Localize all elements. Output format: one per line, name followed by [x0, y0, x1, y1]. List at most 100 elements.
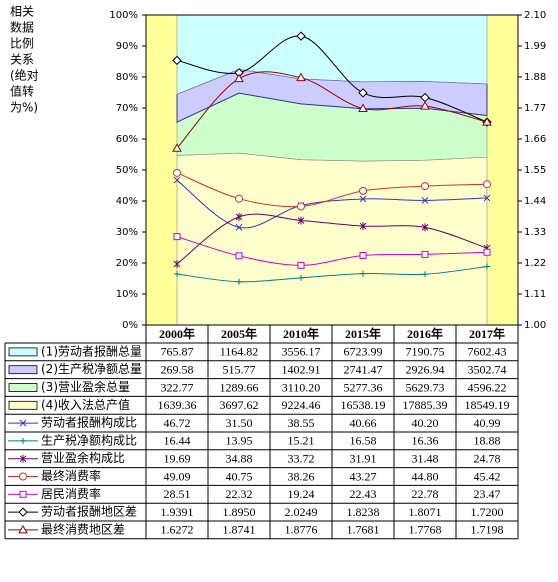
- table-value: 1.9391: [161, 505, 194, 519]
- marker: [421, 223, 429, 232]
- marker: [482, 117, 492, 126]
- series: [173, 212, 491, 268]
- table-value: 16538.19: [341, 398, 386, 412]
- y-tick-label: 40%: [116, 196, 138, 207]
- line: [176, 265, 488, 283]
- table-value: 23.47: [474, 487, 501, 501]
- marker: [298, 274, 304, 281]
- marker: [18, 524, 28, 534]
- legend-label: 劳动者报酬地区差: [41, 504, 137, 519]
- table-value: 1402.91: [282, 362, 321, 376]
- table-value: 2.0249: [285, 505, 318, 519]
- legend-label: 最终消费地区差: [41, 521, 125, 536]
- y-tick-label: 80%: [116, 72, 138, 83]
- table-value: 7190.75: [406, 345, 445, 359]
- y-axis-label: (绝对: [10, 68, 39, 83]
- series: [174, 263, 490, 285]
- y-axis-label: 为%): [10, 101, 38, 115]
- table-value: 2741.47: [344, 362, 383, 376]
- line: [176, 71, 488, 149]
- table-value: 1.7768: [409, 523, 442, 537]
- marker: [235, 194, 243, 203]
- y2-tick-label: 1.88: [524, 72, 546, 83]
- y-axis-label: 比例: [10, 37, 34, 51]
- table-value: 31.91: [350, 451, 377, 465]
- marker: [20, 437, 26, 444]
- y-axis-label: 数据: [10, 20, 34, 35]
- table-value: 19.69: [164, 451, 191, 465]
- area: [176, 152, 488, 326]
- table-value: 40.66: [350, 416, 377, 430]
- marker: [296, 72, 306, 82]
- marker: [172, 143, 182, 152]
- table-value: 17885.39: [403, 398, 448, 412]
- marker: [297, 202, 305, 211]
- table-value: 18.88: [474, 434, 501, 448]
- table-value: 1.8776: [285, 523, 318, 537]
- marker: [173, 259, 181, 268]
- x-tick-label: 2016年: [407, 326, 443, 341]
- series: [173, 233, 491, 269]
- table-value: 3502.74: [468, 362, 507, 376]
- legend-label: (4)收入法总产值: [41, 397, 130, 412]
- table-value: 1.8238: [347, 505, 380, 519]
- series: [173, 168, 491, 211]
- table-value: 13.95: [226, 434, 253, 448]
- legend-key: [8, 383, 38, 392]
- y2-tick-label: 1.11: [524, 289, 546, 300]
- table-value: 1.6272: [161, 523, 194, 537]
- table-value: 40.20: [412, 416, 439, 430]
- legend-label: 最终消费率: [41, 468, 101, 483]
- marker: [173, 233, 181, 241]
- table-value: 15.21: [288, 434, 315, 448]
- marker: [235, 212, 243, 221]
- marker: [359, 222, 367, 231]
- table-value: 49.09: [164, 469, 191, 483]
- marker: [236, 278, 242, 285]
- marker: [483, 248, 491, 256]
- x-tick-label: 2005年: [221, 326, 257, 341]
- marker: [359, 251, 367, 259]
- y2-tick-label: 1.33: [524, 227, 546, 238]
- table-value: 1.7198: [471, 523, 504, 537]
- y2-tick-label: 2.10: [524, 10, 546, 21]
- table-value: 3556.17: [282, 345, 321, 359]
- table-value: 28.51: [164, 487, 191, 501]
- table-value: 16.44: [164, 434, 191, 448]
- legend-label: (2)生产税净额总量: [41, 362, 142, 376]
- marker: [172, 55, 182, 66]
- marker: [19, 419, 27, 427]
- table-value: 38.26: [288, 469, 315, 483]
- line: [176, 236, 488, 266]
- marker: [358, 103, 368, 113]
- table-value: 3110.20: [282, 380, 321, 394]
- table-value: 31.48: [412, 451, 439, 465]
- marker: [297, 216, 305, 225]
- legend-key: [8, 365, 38, 375]
- x-tick-label: 2010年: [283, 326, 319, 341]
- y-tick-label: 20%: [116, 258, 138, 269]
- table-value: 1.8071: [409, 505, 442, 519]
- table-value: 322.77: [161, 380, 194, 394]
- marker: [359, 195, 367, 203]
- table-value: 40.75: [226, 469, 253, 483]
- table-value: 38.55: [288, 416, 315, 430]
- marker: [19, 454, 27, 463]
- table-value: 1.8741: [223, 523, 256, 537]
- marker: [19, 472, 27, 481]
- y-tick-label: 50%: [116, 165, 138, 176]
- marker: [360, 270, 366, 277]
- y2-tick-label: 1.66: [524, 134, 546, 145]
- table-value: 31.50: [226, 416, 253, 430]
- y-tick-label: 90%: [116, 41, 138, 52]
- table-value: 1.7200: [471, 505, 504, 519]
- y-axis-label: 关系: [10, 53, 34, 67]
- legend-key: [8, 347, 38, 357]
- y-tick-label: 10%: [116, 289, 138, 300]
- table-value: 1.7681: [347, 523, 380, 537]
- y-axis-label: 相关: [10, 5, 34, 19]
- marker: [484, 263, 490, 270]
- marker: [173, 176, 181, 184]
- marker: [422, 271, 428, 278]
